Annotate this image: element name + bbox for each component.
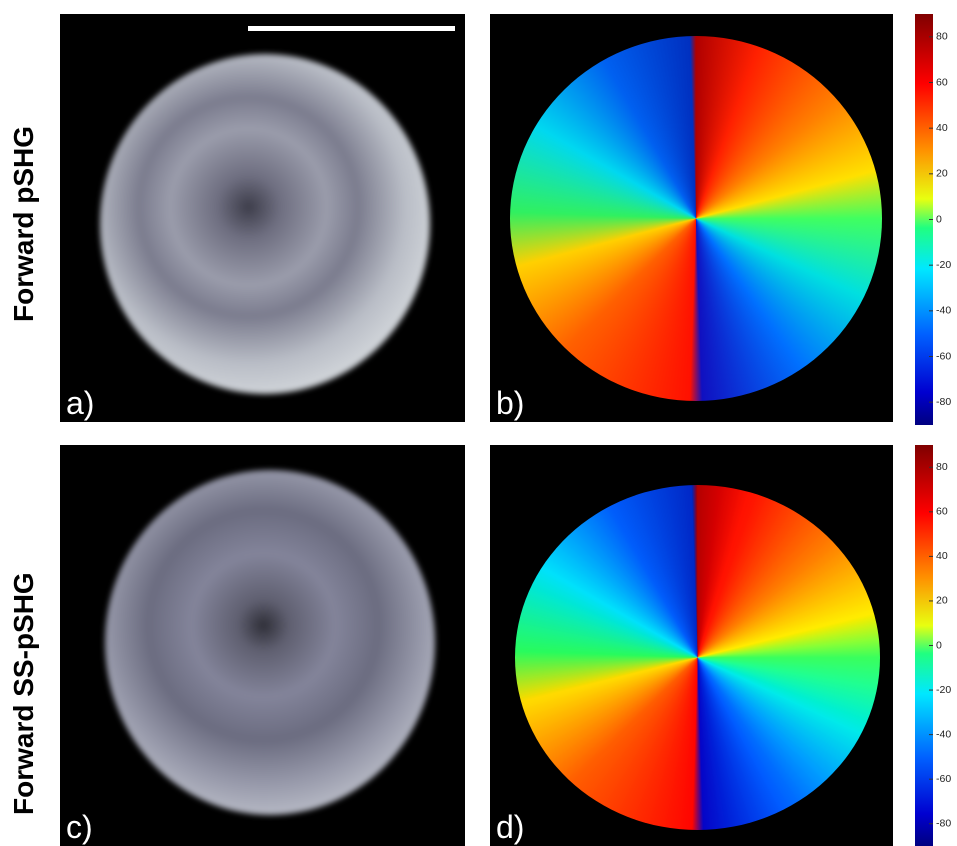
row-label: Forward SS-pSHG — [8, 572, 40, 815]
phase-map: b) — [490, 14, 893, 422]
scale-bar — [248, 26, 455, 31]
tick-label: -80 — [936, 818, 951, 830]
panel-label: b) — [496, 385, 524, 422]
tick-label: 40 — [936, 122, 948, 134]
tick-label: 20 — [936, 595, 948, 607]
tick-label: 0 — [936, 213, 942, 225]
phase-map: d) — [490, 445, 893, 846]
tick-label: -40 — [936, 728, 951, 740]
intensity-image: c) — [60, 445, 465, 846]
tick-label: 20 — [936, 168, 948, 180]
intensity-image: a) — [60, 14, 465, 422]
tick-label: -20 — [936, 259, 951, 271]
tick-label: 60 — [936, 506, 948, 518]
tick-label: -60 — [936, 773, 951, 785]
tick-label: -40 — [936, 305, 951, 317]
tick-label: 0 — [936, 639, 942, 651]
panel-label: c) — [66, 809, 93, 846]
tick-label: -60 — [936, 350, 951, 362]
panel-label: a) — [66, 385, 94, 422]
tick-label: 80 — [936, 461, 948, 473]
colorbar-axis: 80 60 40 20 0 -20 -40 -60 -80 — [915, 14, 955, 425]
tick-label: 60 — [936, 76, 948, 88]
row-label: Forward pSHG — [8, 126, 40, 322]
tick-label: 80 — [936, 31, 948, 43]
colorbar-axis: 80 60 40 20 0 -20 -40 -60 -80 — [915, 445, 955, 846]
panel-label: d) — [496, 809, 524, 846]
tick-label: -80 — [936, 396, 951, 408]
figure: Forward pSHG Forward SS-pSHG a) b) 80 60 4… — [0, 0, 957, 846]
tick-label: 40 — [936, 550, 948, 562]
tick-label: -20 — [936, 684, 951, 696]
